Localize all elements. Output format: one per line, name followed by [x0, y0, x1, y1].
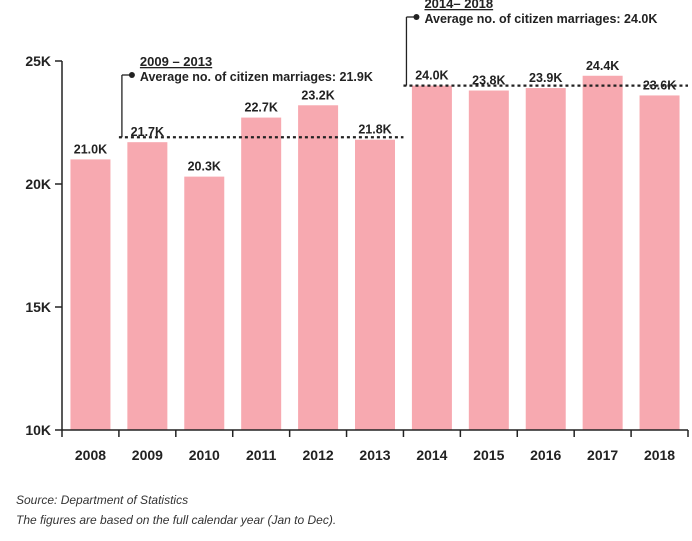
data-label: 21.8K — [358, 123, 391, 137]
x-tick-label: 2017 — [587, 447, 618, 463]
data-label: 22.7K — [245, 101, 278, 115]
x-tick-label: 2016 — [530, 447, 561, 463]
data-label: 23.6K — [643, 78, 676, 92]
data-label: 24.4K — [586, 59, 619, 73]
data-label: 21.0K — [74, 142, 107, 156]
bar-2017 — [582, 75, 623, 430]
y-tick-label: 25K — [25, 53, 51, 69]
data-label: 24.0K — [415, 69, 448, 83]
average-annotation-title: 2014– 2018 — [424, 0, 493, 11]
x-tick-label: 2011 — [246, 447, 277, 463]
bar-2016 — [525, 88, 566, 430]
bar-2018 — [639, 95, 680, 430]
x-tick-label: 2015 — [473, 447, 504, 463]
callout-dot — [128, 72, 135, 78]
source-footnote: Source: Department of Statistics — [16, 493, 189, 507]
bar-2008 — [70, 159, 111, 430]
data-label: 23.2K — [301, 88, 334, 102]
bar-2014 — [411, 85, 452, 430]
x-tick-label: 2009 — [132, 447, 163, 463]
bar-2010 — [184, 176, 225, 430]
y-tick-label: 10K — [25, 422, 51, 438]
data-label: 20.3K — [188, 160, 221, 174]
average-annotation-text: Average no. of citizen marriages: 21.9K — [140, 70, 373, 84]
callout-dot — [413, 14, 420, 20]
data-label: 21.7K — [131, 125, 164, 139]
bar-2011 — [241, 117, 282, 430]
calendar-note-footnote: The figures are based on the full calend… — [16, 513, 337, 527]
x-tick-label: 2018 — [644, 447, 675, 463]
average-annotation-title: 2009 – 2013 — [140, 54, 212, 69]
x-tick-label: 2014 — [416, 447, 447, 463]
bar-2013 — [355, 139, 395, 430]
x-tick-label: 2012 — [303, 447, 334, 463]
bar-2015 — [468, 90, 509, 431]
bar-2009 — [127, 142, 168, 430]
bar-2012 — [298, 105, 339, 430]
y-tick-label: 20K — [25, 176, 51, 192]
average-annotation-text: Average no. of citizen marriages: 24.0K — [424, 12, 657, 26]
data-label: 23.9K — [529, 71, 562, 85]
bar-chart: 10K 15K 20K 25K 2008 2009 2010 2011 2012 2013 2014… — [25, 0, 689, 463]
x-tick-label: 2008 — [75, 447, 106, 463]
x-tick-label: 2010 — [189, 447, 220, 463]
y-tick-label: 15K — [25, 299, 51, 315]
data-label: 23.8K — [472, 74, 505, 88]
x-tick-label: 2013 — [359, 447, 390, 463]
